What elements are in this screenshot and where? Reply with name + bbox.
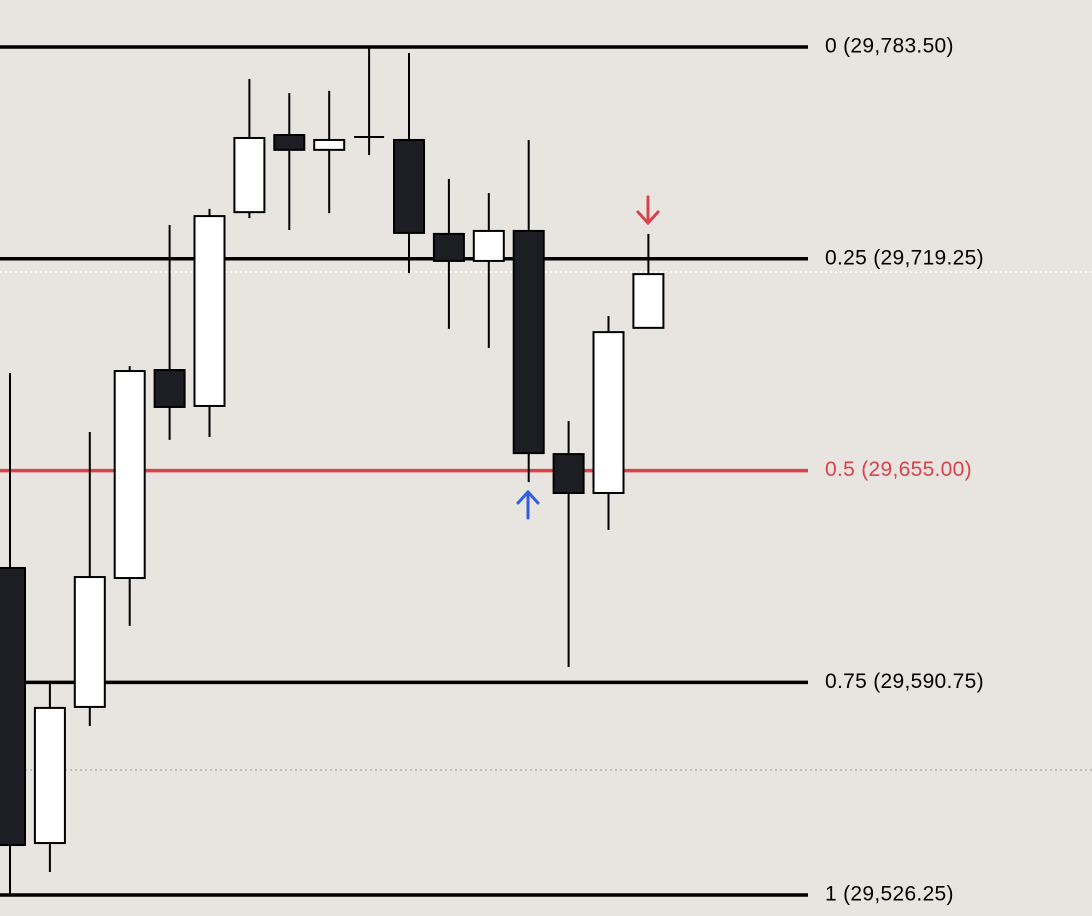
candle-body	[632, 273, 665, 329]
candle-body	[432, 232, 465, 262]
candle-body	[313, 138, 346, 151]
candle-body	[273, 134, 306, 151]
fib-level-label: 0 (29,783.50)	[825, 35, 954, 58]
fib-level-label: 0.25 (29,719.25)	[825, 246, 984, 269]
candle-body	[552, 453, 585, 494]
candle-body	[33, 706, 66, 845]
candle-body	[113, 370, 146, 580]
candle-body	[233, 136, 266, 214]
candle-body	[73, 576, 106, 708]
candles	[0, 47, 665, 895]
fib-levels: 0 (29,783.50) 0.25 (29,719.25) 0.5 (29,655…	[0, 35, 984, 906]
candle-body	[592, 331, 625, 494]
fib-level-label: 0.75 (29,590.75)	[825, 670, 984, 693]
candle-body	[153, 369, 186, 408]
candle-body	[193, 215, 226, 407]
signal-up-arrow	[516, 489, 540, 520]
candle-body	[393, 138, 425, 234]
candle-body	[512, 229, 545, 455]
fib-level-label: 1 (29,526.25)	[825, 883, 954, 906]
candle-body	[472, 229, 505, 262]
signal-down-arrow	[636, 195, 660, 226]
fib-level-label: 0.5 (29,655.00)	[825, 458, 972, 481]
candle-body	[0, 566, 26, 847]
